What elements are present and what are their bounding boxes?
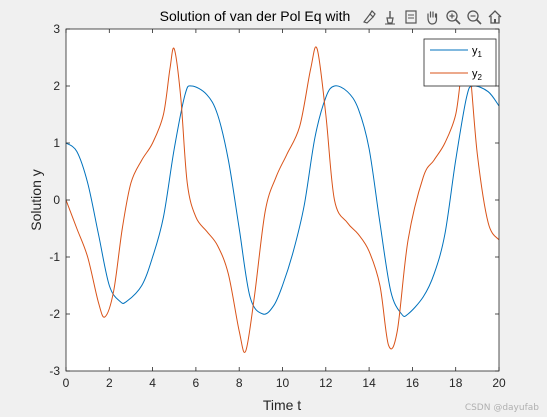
series-line-y2 [65, 46, 500, 353]
x-axis-label: Time t [263, 397, 301, 413]
y-tick-label: -3 [49, 364, 60, 378]
y-tick-label: 2 [53, 79, 60, 93]
y-tick-label: 1 [53, 136, 60, 150]
chart-title: Solution of van der Pol Eq with [160, 8, 351, 24]
x-tick-label: 18 [449, 376, 463, 390]
y-tick-label: -1 [49, 250, 60, 264]
y-tick-label: -2 [49, 307, 60, 321]
legend-label-y1: y1 [472, 45, 483, 59]
y-tick-label: 3 [53, 22, 60, 36]
zoom-out-icon[interactable] [465, 8, 483, 26]
x-tick-label: 2 [106, 376, 113, 390]
legend-box [423, 38, 497, 87]
x-tick-label: 20 [492, 376, 506, 390]
watermark-text: CSDN @dayufab [464, 403, 539, 413]
zoom-in-icon[interactable] [444, 8, 462, 26]
data-tips-icon[interactable] [381, 8, 399, 26]
home-icon[interactable] [486, 8, 504, 26]
x-tick-label: 4 [149, 376, 156, 390]
legend[interactable]: y1 y2 [423, 38, 497, 87]
brush-icon[interactable] [360, 8, 378, 26]
series-line-y1 [65, 85, 500, 317]
x-tick-label: 8 [236, 376, 243, 390]
x-tick-label: 14 [362, 376, 376, 390]
y-axis-label: Solution y [28, 169, 44, 230]
x-axis-ticks: 0 2 4 6 8 10 12 14 16 18 20 [63, 29, 506, 390]
axes-toolbar [360, 6, 504, 28]
y-axis-ticks: -3 -2 -1 0 1 2 3 [49, 22, 499, 378]
pan-icon[interactable] [423, 8, 441, 26]
export-icon[interactable] [402, 8, 420, 26]
legend-label-y2: y2 [472, 68, 483, 82]
plot-lines [65, 46, 500, 353]
x-tick-label: 16 [406, 376, 420, 390]
x-tick-label: 0 [63, 376, 70, 390]
x-tick-label: 6 [193, 376, 200, 390]
x-tick-label: 12 [319, 376, 333, 390]
x-tick-label: 10 [276, 376, 290, 390]
y-tick-label: 0 [53, 193, 60, 207]
